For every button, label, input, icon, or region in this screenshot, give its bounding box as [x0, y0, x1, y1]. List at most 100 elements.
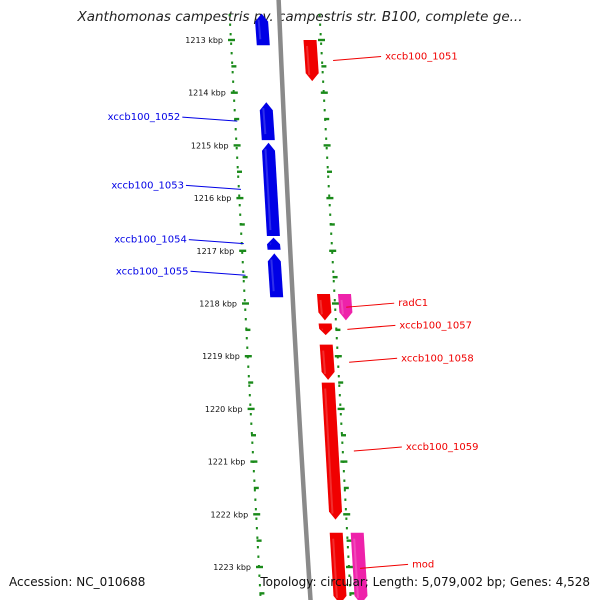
ruler-dot [235, 137, 238, 140]
ruler-dot [323, 109, 326, 112]
tick-label: 1216 kbp [194, 194, 232, 203]
ruler-dot [246, 346, 249, 349]
tick-label: 1214 kbp [188, 89, 226, 98]
ruler-dot [335, 337, 338, 340]
ruler-dot [334, 308, 337, 311]
ruler-dot [340, 432, 343, 435]
tick-mark-minor [253, 486, 259, 490]
ruler-dot [341, 451, 344, 454]
tick-mark-major [228, 38, 235, 42]
ruler-dot [254, 498, 257, 501]
tick-mark-minor [346, 539, 352, 542]
ruler-dot [248, 384, 251, 387]
gene-label-leader [360, 563, 409, 569]
ruler-dot [322, 80, 325, 83]
gene-highlight [324, 388, 334, 514]
ruler-dot [325, 137, 328, 140]
chromosome-backbone [276, 0, 313, 600]
ruler-dot [239, 213, 242, 216]
ruler-dot [340, 422, 343, 425]
gene-label-leader [353, 446, 402, 452]
tick-mark-major [256, 565, 263, 569]
ruler-dot [348, 584, 351, 587]
ruler-dot [229, 33, 232, 36]
tick-label: 1220 kbp [205, 405, 243, 414]
tick-mark-major [253, 513, 261, 516]
ruler-dot [250, 422, 253, 425]
ruler-dot [233, 99, 236, 102]
ruler-dot [231, 71, 234, 74]
ruler-dot [237, 185, 240, 188]
forward-gene-arrow [329, 532, 347, 600]
ruler-dot [240, 232, 243, 235]
ruler-dot [348, 574, 351, 577]
gene-label-leader [333, 56, 382, 62]
gene-highlight [319, 299, 323, 315]
ruler-dot [333, 299, 336, 302]
gene-label: xccb100_1051 [385, 52, 458, 63]
tick-mark-major [337, 407, 345, 411]
ruler-dot [235, 147, 238, 150]
ruler-dot [248, 394, 251, 397]
forward-gene-arrow [303, 40, 319, 82]
tick-mark-major [329, 249, 337, 252]
ruler-dot [319, 23, 322, 26]
tick-mark-minor [231, 65, 237, 68]
tick-mark-minor [335, 328, 341, 332]
tick-mark-major [250, 460, 258, 463]
gene-label: xccb100_1057 [399, 320, 472, 331]
forward-gene-arrow [317, 294, 332, 321]
ruler-dot [344, 498, 347, 501]
ruler-dot [237, 175, 240, 178]
gene-label-leader [185, 184, 241, 190]
tick-mark-minor [259, 592, 265, 595]
tick-label: 1222 kbp [210, 510, 248, 519]
ruler-dot [347, 555, 350, 558]
reverse-gene-arrow [267, 253, 284, 298]
ruler-dot [232, 90, 235, 93]
gene-label: mod [412, 559, 434, 570]
ruler-dot [333, 289, 336, 292]
tick-mark-minor [245, 328, 251, 332]
ruler-dot [325, 147, 328, 150]
ruler-dot [337, 375, 340, 378]
tick-mark-minor [338, 381, 344, 384]
ruler-dot [253, 479, 256, 482]
ruler-dot [331, 251, 334, 254]
ruler-dot [322, 90, 325, 93]
ruler-dot [250, 432, 253, 435]
ruler-dot [344, 508, 347, 511]
ruler-ticks: 1213 kbp 1214 kbp 1215 kbp 1216 kbp 1217 kbp… [185, 36, 355, 595]
ruler-dot [330, 232, 333, 235]
ruler-dot [249, 403, 252, 406]
ruler-dot [326, 166, 329, 169]
tick-mark-major [242, 302, 249, 305]
ruler-dot [244, 318, 247, 321]
tick-label: 1217 kbp [196, 247, 234, 256]
tick-mark-major [236, 196, 244, 200]
ruler-dot [238, 204, 241, 207]
tick-mark-minor [327, 170, 332, 173]
tick-label: 1221 kbp [208, 458, 246, 467]
gene-highlight [270, 259, 275, 292]
gene-label-leader [349, 357, 398, 363]
tick-label: 1213 kbp [185, 36, 223, 45]
gene-label-leader [188, 239, 244, 245]
ruler-dot [247, 375, 250, 378]
ruler-dot [255, 517, 258, 520]
gene-label-leader [347, 324, 396, 330]
ruler-dot [330, 242, 333, 245]
ruler-dot [346, 536, 349, 539]
tick-label: 1219 kbp [202, 352, 240, 361]
tick-mark-major [326, 196, 334, 200]
tick-mark-minor [343, 486, 349, 490]
ruler-dot [332, 270, 335, 273]
ruler-dot [320, 52, 323, 55]
ruler-dot [336, 346, 339, 349]
ruler-dot [346, 546, 349, 549]
ruler-dot [230, 52, 233, 55]
ruler-dot [251, 441, 254, 444]
ruler-dot [327, 175, 330, 178]
ruler-dot [339, 413, 342, 416]
